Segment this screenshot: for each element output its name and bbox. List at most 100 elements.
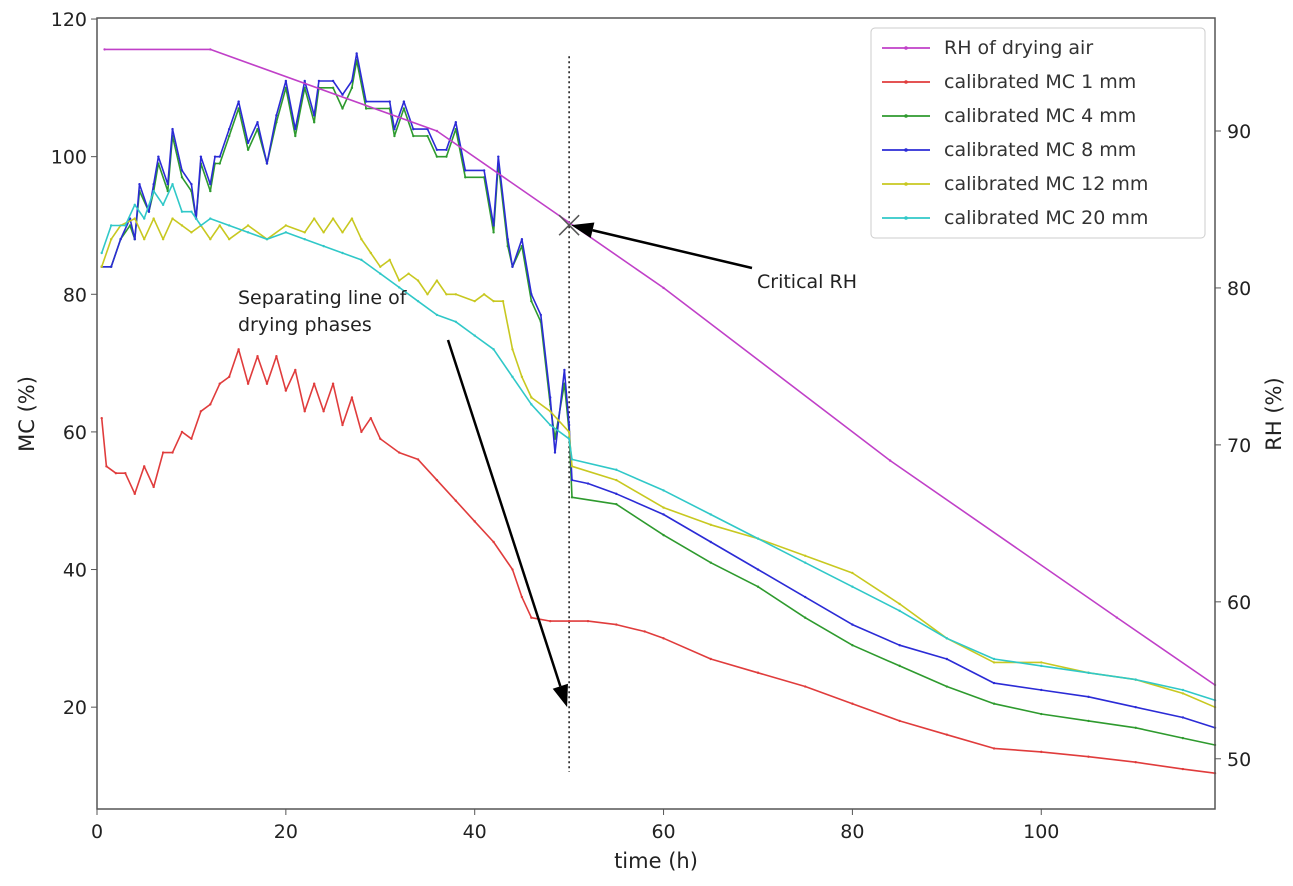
data-point [331,86,335,90]
data-point [709,540,712,544]
data-point [501,299,505,303]
data-point [803,561,807,564]
x-tick-label: 0 [91,821,103,843]
legend-marker [904,114,908,118]
legend-label: calibrated MC 20 mm [944,207,1148,229]
data-point [331,79,335,83]
data-point [161,238,165,241]
data-point [539,313,543,317]
data-point [317,79,321,83]
data-point [227,238,231,241]
data-point [567,437,571,440]
data-point [445,148,448,151]
x-tick-label: 100 [1023,821,1059,843]
data-point [567,430,571,434]
data-point [454,499,458,502]
data-point [992,661,996,664]
data-point [227,224,231,227]
series-line-1 [100,348,1216,774]
data-point [246,141,250,145]
data-point [520,238,524,241]
data-point [945,733,949,736]
legend-label: calibrated MC 1 mm [944,71,1136,93]
data-point [530,299,533,303]
data-point [171,451,174,454]
data-point [402,107,406,110]
data-point [803,595,807,599]
data-point [402,100,406,103]
data-point [482,169,486,172]
data-point [133,492,136,496]
data-point [294,127,297,131]
data-point [756,537,760,540]
data-point [898,609,901,613]
critical-rh-arrow [592,229,753,270]
x-tick-label: 80 [840,821,864,843]
data-point [511,265,514,268]
data-point [530,293,533,296]
data-point [303,79,306,83]
data-point [218,382,221,385]
data-point [435,313,439,317]
data-point [898,602,901,606]
data-point [109,265,113,268]
data-point [1040,750,1043,754]
legend-marker [904,80,908,84]
data-point [803,554,807,557]
data-point [803,616,807,619]
data-point [662,513,665,516]
data-point [341,251,344,255]
data-point [237,100,240,103]
data-point [435,279,439,282]
data-point [416,458,420,461]
data-point [246,231,250,234]
data-point [209,182,212,186]
series-line-5 [100,183,1216,702]
data-point [945,685,949,688]
y-tick-label: 40 [63,560,87,582]
legend-marker [904,182,908,186]
data-point [103,48,106,51]
data-point [492,348,495,351]
separating-line-arrow [446,339,562,687]
data-point [105,465,108,468]
data-point [284,389,288,392]
data-point [265,238,269,241]
data-point [369,416,373,420]
data-point [709,513,712,516]
data-point [379,265,382,268]
data-point [756,671,760,674]
data-point [152,189,155,193]
data-point [227,134,231,138]
data-point [851,644,854,647]
y2-tick-label: 90 [1227,121,1251,143]
legend-marker [904,216,908,220]
data-point [157,155,160,158]
critical-rh-arrow-head [571,222,595,239]
data-point [756,585,760,588]
data-point [218,162,221,165]
data-point [520,375,524,379]
data-point [497,155,500,158]
data-point [265,162,269,165]
data-point [152,217,155,220]
data-point [322,410,325,413]
data-point [407,272,410,275]
data-point [530,396,533,399]
data-point [445,155,448,158]
data-point [124,224,127,227]
data-point [482,293,486,296]
data-point [341,231,344,234]
data-point [464,169,467,172]
data-point [284,231,288,234]
data-point [1134,678,1137,681]
x-axis-label: time (h) [614,849,698,873]
data-point [570,465,574,468]
data-point [109,238,113,241]
data-point [138,182,141,186]
data-point [1040,688,1043,692]
data-point [218,224,221,227]
legend-marker [904,148,908,152]
separating-line-arrow-head [552,683,568,708]
data-point [119,238,122,241]
